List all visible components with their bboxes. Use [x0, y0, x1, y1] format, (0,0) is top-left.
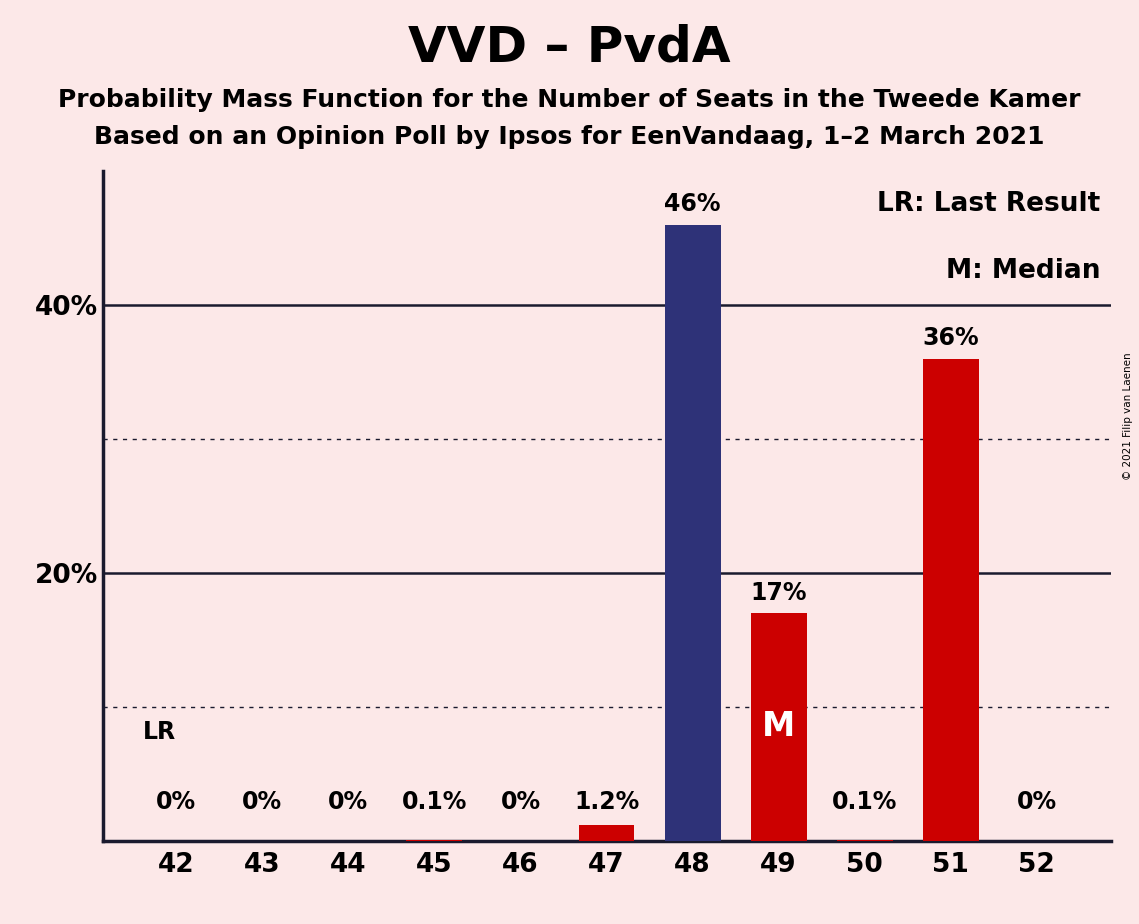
Text: 0%: 0% [328, 790, 368, 814]
Text: VVD – PvdA: VVD – PvdA [408, 23, 731, 71]
Text: © 2021 Filip van Laenen: © 2021 Filip van Laenen [1123, 352, 1133, 480]
Bar [751, 614, 806, 841]
Bar [407, 840, 462, 841]
Text: 0%: 0% [1017, 790, 1057, 814]
Text: 0%: 0% [243, 790, 282, 814]
Text: 0.1%: 0.1% [402, 790, 467, 814]
Text: 36%: 36% [923, 326, 980, 350]
Text: LR: Last Result: LR: Last Result [877, 191, 1100, 217]
Text: Based on an Opinion Poll by Ipsos for EenVandaag, 1–2 March 2021: Based on an Opinion Poll by Ipsos for Ee… [95, 125, 1044, 149]
Text: 0%: 0% [500, 790, 541, 814]
Bar [664, 225, 721, 841]
Text: M: M [762, 711, 795, 744]
Bar [837, 840, 893, 841]
Text: M: Median: M: Median [947, 258, 1100, 284]
Text: 0%: 0% [156, 790, 196, 814]
Text: Probability Mass Function for the Number of Seats in the Tweede Kamer: Probability Mass Function for the Number… [58, 88, 1081, 112]
Text: 46%: 46% [664, 192, 721, 216]
Text: LR: LR [142, 721, 175, 744]
Bar [923, 359, 978, 841]
Text: 17%: 17% [751, 581, 806, 605]
Bar [579, 825, 634, 841]
Text: 1.2%: 1.2% [574, 790, 639, 814]
Text: 0.1%: 0.1% [831, 790, 898, 814]
